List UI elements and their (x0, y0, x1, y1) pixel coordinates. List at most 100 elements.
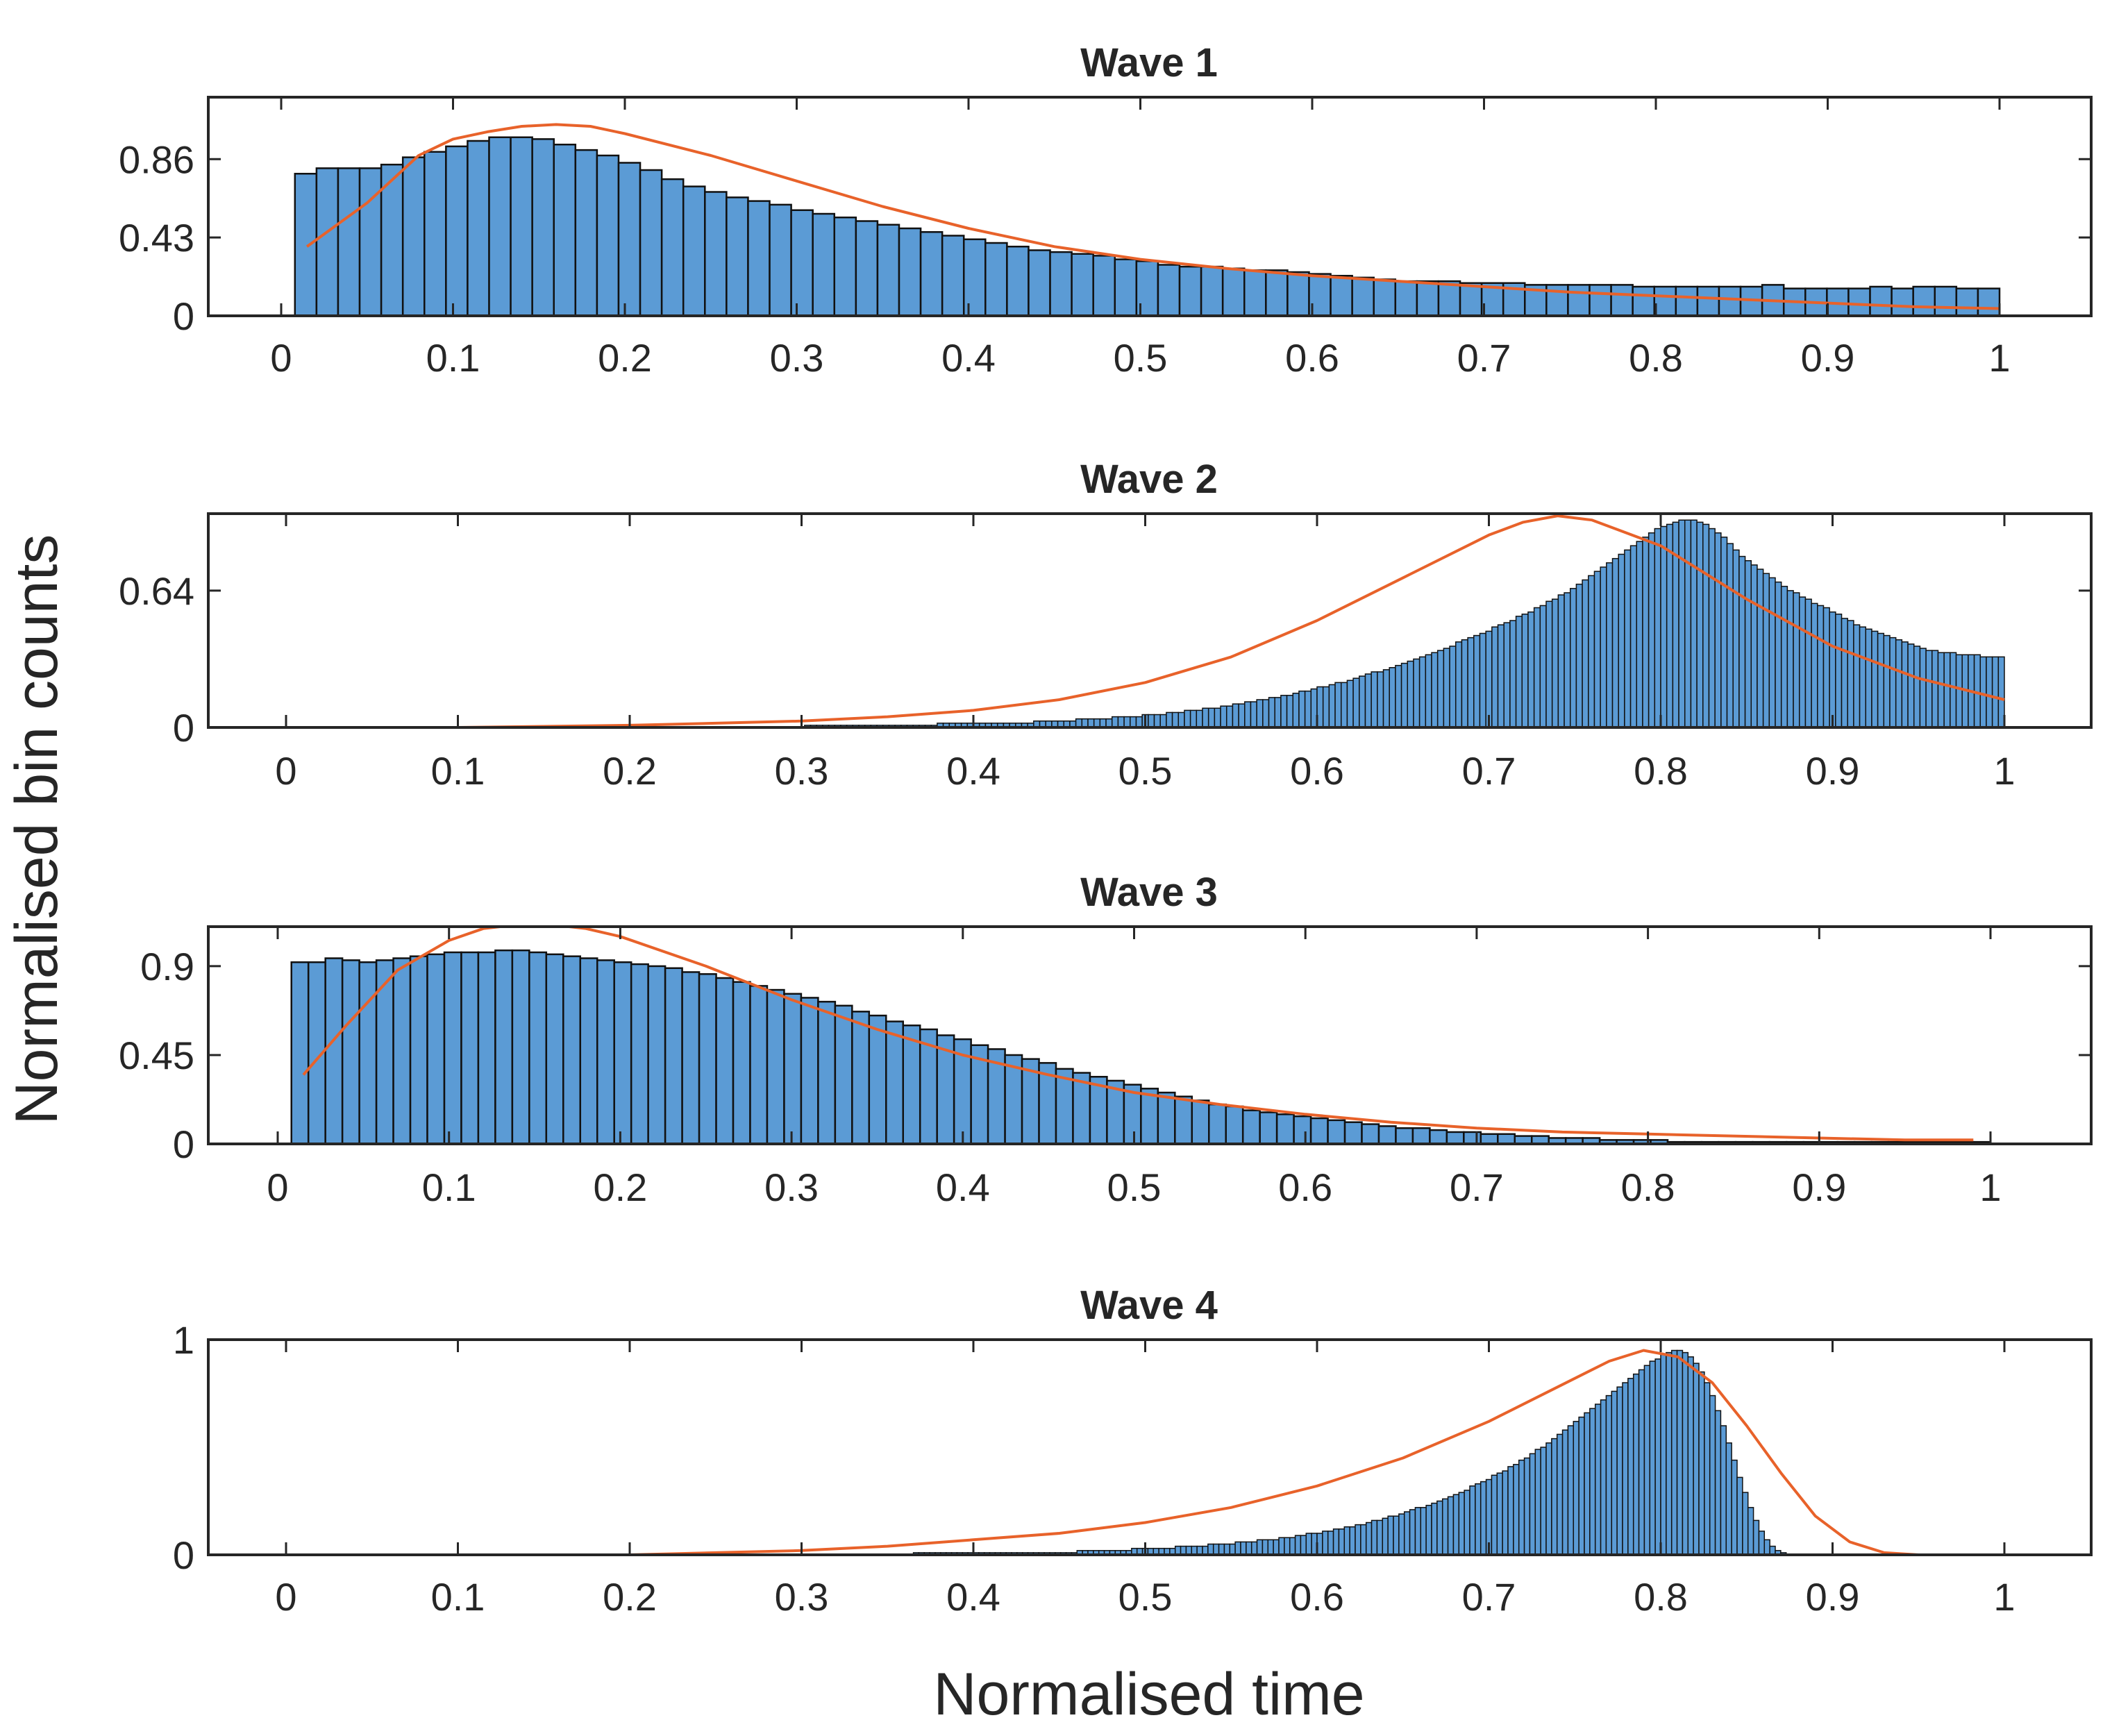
histogram-bar (1891, 287, 1914, 317)
histogram-bar (1280, 695, 1288, 728)
histogram-bar (1670, 1349, 1678, 1556)
histogram-bar (1567, 1425, 1575, 1556)
y-tick-label: 0.86 (119, 137, 194, 181)
histogram-bar (885, 1020, 905, 1145)
x-tick-label: 0.6 (1285, 336, 1339, 380)
histogram-bar (409, 955, 428, 1145)
histogram-bar (902, 1025, 921, 1145)
histogram-bar (1338, 1528, 1346, 1556)
histogram-bar (1304, 690, 1312, 728)
histogram-bar (1768, 577, 1776, 728)
histogram-bar (1708, 528, 1716, 728)
histogram-bar (1649, 1360, 1656, 1556)
x-tick-label: 0.1 (426, 336, 480, 380)
histogram-bar (553, 144, 577, 317)
histogram-bar (1475, 1483, 1482, 1556)
axes-box (207, 512, 2093, 729)
x-tick-label: 0.3 (770, 336, 824, 380)
histogram-bar (1309, 1117, 1329, 1145)
histogram-bar (1286, 695, 1294, 728)
histogram-bar (1687, 1356, 1694, 1556)
histogram-bar (1738, 555, 1746, 728)
histogram-bar (1265, 269, 1289, 317)
histogram-bar (1305, 1533, 1312, 1556)
histogram-bar (1208, 1103, 1227, 1145)
histogram-bar (1636, 541, 1643, 728)
histogram-bar (1627, 1378, 1634, 1556)
histogram-bar (1130, 716, 1137, 728)
histogram-bar (1441, 1498, 1449, 1556)
histogram-bar (1622, 1382, 1629, 1556)
histogram-bar (1349, 1526, 1356, 1556)
x-tick-label: 0.8 (1621, 1165, 1675, 1209)
histogram-bar (1293, 1115, 1312, 1145)
histogram-bar (1355, 1524, 1361, 1556)
histogram-bar (1693, 1363, 1700, 1556)
panel-title: Wave 4 (1080, 1283, 1218, 1328)
histogram-bar (1298, 690, 1306, 728)
histogram-bar (477, 951, 496, 1145)
histogram-bar (766, 988, 785, 1145)
y-axis-label: Normalised bin counts (3, 534, 70, 1125)
histogram-bar (1509, 620, 1517, 728)
histogram-bar (1709, 1394, 1716, 1556)
x-tick-label: 0.8 (1634, 749, 1688, 793)
histogram-bar (1742, 1492, 1749, 1556)
histogram-bar (613, 961, 632, 1145)
x-tick-label: 0.5 (1114, 336, 1168, 380)
histogram-bar (1114, 258, 1138, 317)
histogram-bar (294, 173, 318, 317)
histogram-bar (1452, 1494, 1460, 1556)
histogram-bar (704, 191, 728, 317)
histogram-bar (1403, 1511, 1411, 1556)
histogram-bar (1698, 1371, 1705, 1556)
histogram-bar (1371, 671, 1378, 728)
x-tick-label: 0.3 (775, 1575, 829, 1619)
x-tick-label: 0.9 (1792, 1165, 1846, 1209)
x-tick-label: 0.7 (1457, 336, 1511, 380)
histogram-bar (494, 949, 514, 1145)
histogram-bar (1853, 624, 1861, 728)
histogram-bar (1267, 1539, 1274, 1556)
histogram-bar (1977, 287, 2001, 317)
histogram-bar (876, 224, 900, 317)
histogram-bar (1274, 697, 1282, 728)
histogram-bar (1409, 1509, 1416, 1556)
histogram-bar (1140, 1088, 1159, 1145)
histogram-bar (1907, 643, 1915, 728)
histogram-bar (812, 212, 836, 317)
histogram-bar (1420, 1507, 1427, 1556)
histogram-bar (1395, 1127, 1414, 1145)
histogram-bar (1690, 519, 1698, 728)
histogram-bar (1360, 1524, 1367, 1556)
histogram-bar (1111, 716, 1119, 728)
x-tick-label: 0.7 (1462, 749, 1516, 793)
axes-box (207, 1338, 2093, 1556)
histogram-bar (1937, 652, 1945, 728)
histogram-bar (1436, 1500, 1443, 1556)
x-tick-label: 0.1 (431, 749, 485, 793)
histogram-bar (315, 167, 340, 317)
x-tick-label: 0.4 (946, 1575, 1000, 1619)
histogram-bar (1389, 667, 1396, 728)
histogram-bar (1675, 285, 1699, 317)
histogram-bar (1523, 1457, 1531, 1556)
fit-curve (305, 123, 2000, 310)
histogram-bar (1720, 1425, 1727, 1556)
histogram-bar (488, 136, 512, 317)
histogram-bar (545, 953, 564, 1145)
histogram-bar (1436, 650, 1445, 728)
histogram-bar (1847, 620, 1854, 728)
histogram-bar (783, 993, 803, 1145)
histogram-bar (1463, 1131, 1482, 1145)
histogram-bar (1529, 1453, 1536, 1556)
histogram-bar (1294, 1535, 1302, 1556)
histogram-bar (855, 220, 879, 317)
histogram-bar (596, 154, 620, 317)
histogram-bar (1527, 611, 1535, 728)
histogram-bar (682, 185, 706, 317)
histogram-bar (639, 169, 663, 317)
histogram-bar (1786, 590, 1794, 728)
histogram-bar (1847, 287, 1871, 317)
y-tick-label: 0 (173, 1533, 194, 1577)
